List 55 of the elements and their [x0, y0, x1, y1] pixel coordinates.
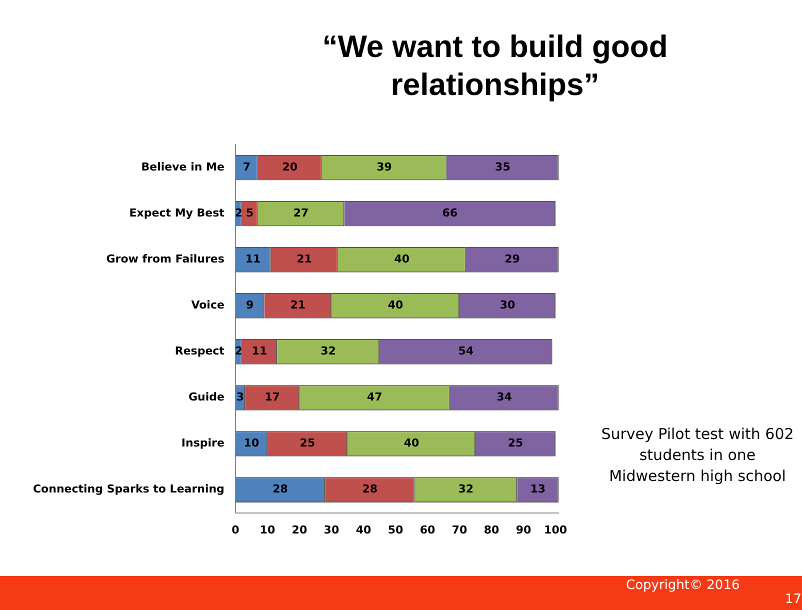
- data-label: 28: [362, 482, 378, 496]
- data-label: 11: [252, 344, 268, 358]
- data-label: 32: [458, 482, 474, 496]
- data-label: 40: [404, 436, 420, 450]
- data-label: 66: [442, 206, 458, 220]
- x-tick-label: 30: [324, 523, 340, 536]
- data-label: 25: [508, 436, 524, 450]
- data-label: 21: [296, 252, 312, 266]
- data-label: 27: [293, 206, 309, 220]
- text: Survey Pilot test with 602 students in one Midwestern high school: [600, 424, 795, 487]
- data-label: 5: [246, 206, 254, 220]
- data-label: 17: [264, 390, 280, 404]
- data-label: 40: [388, 298, 404, 312]
- data-label: 29: [504, 252, 520, 266]
- y-tick-label: Grow from Failures: [106, 252, 225, 266]
- y-tick-label: Inspire: [181, 436, 224, 450]
- data-label: 7: [242, 160, 250, 174]
- data-label: 40: [394, 252, 410, 266]
- data-label: 9: [246, 298, 254, 312]
- data-label: 54: [458, 344, 474, 358]
- x-tick-label: 80: [484, 523, 500, 536]
- x-tick-label: 10: [260, 523, 276, 536]
- data-label: 2: [234, 206, 242, 220]
- x-tick-label: 60: [420, 523, 436, 536]
- x-tick-label: 20: [292, 523, 308, 536]
- text: Copyright© 2016: [626, 578, 740, 593]
- y-tick-label: Guide: [188, 390, 224, 404]
- data-label: 10: [244, 436, 260, 450]
- y-tick-label: Voice: [191, 298, 224, 312]
- data-label: 2: [234, 344, 242, 358]
- x-tick-label: 40: [356, 523, 372, 536]
- chart-title: “We want to build good relationships”: [321, 28, 669, 104]
- data-label: 34: [496, 390, 512, 404]
- data-label: 32: [320, 344, 336, 358]
- data-label: 47: [367, 390, 382, 404]
- y-tick-label: Expect My Best: [129, 206, 224, 220]
- data-label: 35: [495, 160, 510, 174]
- data-label: 20: [282, 160, 298, 174]
- data-label: 3: [236, 390, 244, 404]
- x-tick-label: 0: [232, 523, 240, 536]
- y-tick-label: Respect: [174, 344, 224, 358]
- x-tick-label: 100: [544, 523, 568, 536]
- text: 17: [785, 592, 802, 607]
- x-tick-label: 70: [452, 523, 468, 536]
- y-tick-label: Believe in Me: [141, 160, 224, 174]
- data-label: 11: [245, 252, 261, 266]
- data-label: 28: [272, 482, 288, 496]
- data-label: 39: [376, 160, 392, 174]
- data-label: 25: [300, 436, 316, 450]
- x-tick-label: 50: [388, 523, 404, 536]
- data-label: 21: [290, 298, 306, 312]
- data-label: 13: [530, 482, 546, 496]
- x-tick-label: 90: [516, 523, 532, 536]
- y-tick-label: Connecting Sparks to Learning: [32, 482, 224, 496]
- data-label: 30: [500, 298, 516, 312]
